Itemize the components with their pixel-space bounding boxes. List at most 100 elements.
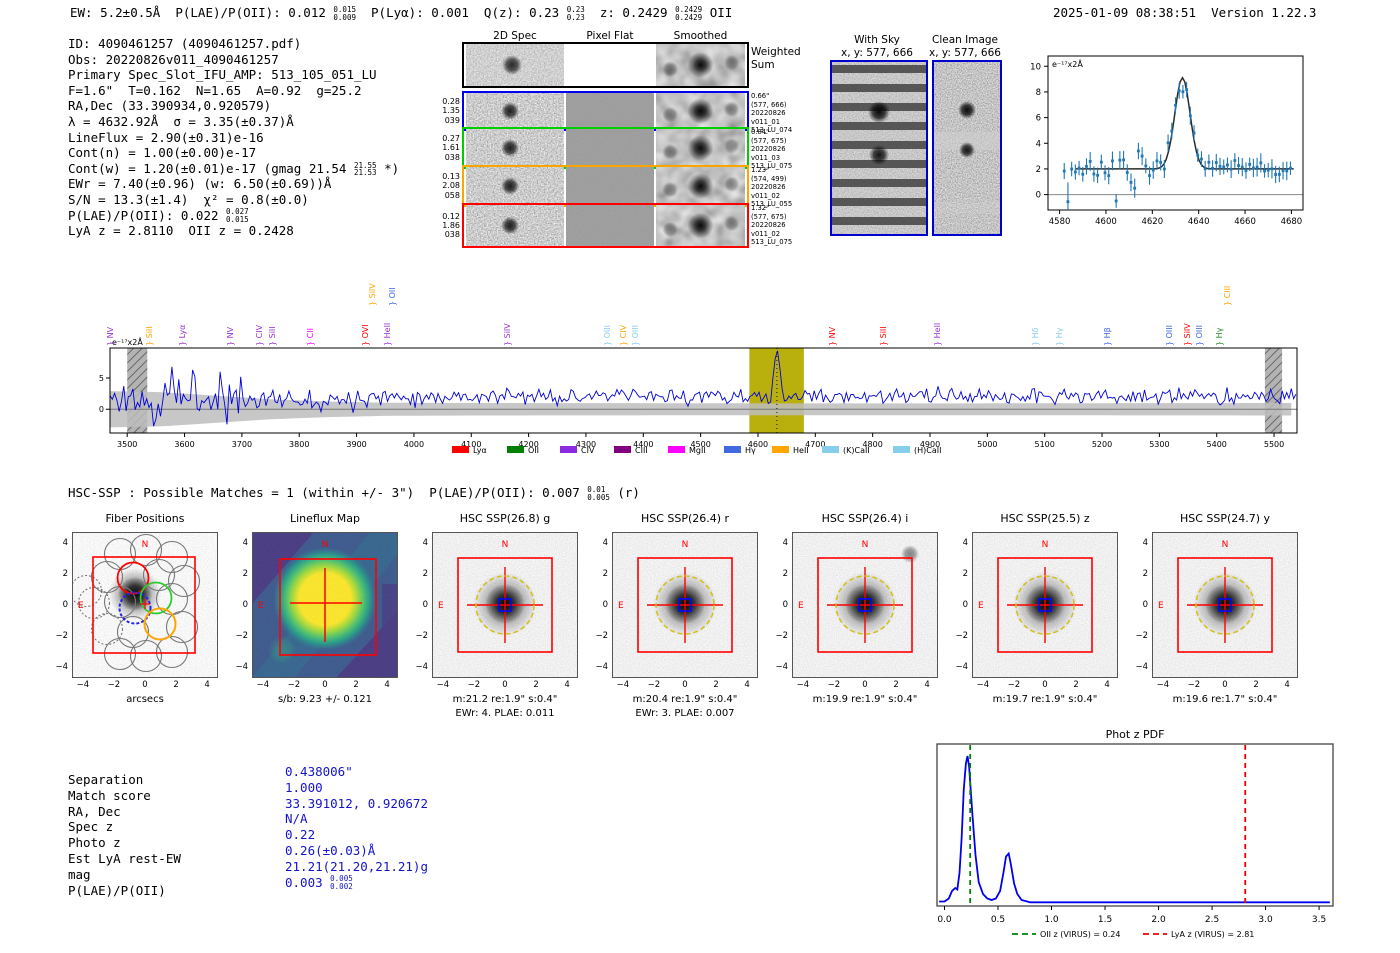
x-tick-label: 4 [744, 680, 750, 690]
svg-text:Hγ: Hγ [745, 446, 756, 455]
info-line-12: LyA z = 2.8110 OII z = 0.2428 [68, 223, 294, 239]
svg-text:} NV: } NV [226, 326, 235, 346]
svg-text:} SiII: } SiII [879, 326, 888, 346]
svg-text:} NV: } NV [106, 326, 115, 346]
svg-text:5000: 5000 [977, 440, 997, 449]
match-label: mag [68, 866, 91, 882]
y-tick-label: −4 [775, 662, 788, 673]
y-tick-label: −2 [415, 631, 428, 642]
svg-text:N: N [1042, 540, 1049, 550]
svg-text:3500: 3500 [117, 440, 137, 449]
x-tick-label: −4 [616, 680, 630, 690]
x-tick-label: −2 [1007, 680, 1021, 690]
svg-text:0: 0 [1036, 191, 1041, 201]
svg-text:4640: 4640 [1188, 217, 1210, 227]
match-value: 0.438006" [285, 764, 353, 779]
svg-text:(H)CaII: (H)CaII [914, 446, 941, 455]
svg-text:E: E [1158, 601, 1164, 611]
spec2d-row-right-labels: 1.32" (577, 675) 20220826 v011_02 513_LU_075 [751, 204, 813, 247]
pixelflat-image [566, 205, 654, 246]
svg-text:3800: 3800 [289, 440, 309, 449]
clean-image-title-line: Clean Image [931, 34, 999, 46]
x-tick-label: 2 [1073, 680, 1079, 690]
svg-text:4900: 4900 [920, 440, 940, 449]
right-label: (577, 675) [751, 136, 787, 145]
clean-image-subtitle: x, y: 577, 666 [929, 46, 1001, 59]
y-tick-label: −2 [55, 631, 68, 642]
right-label: Sum [751, 58, 775, 71]
svg-text:3.5: 3.5 [1312, 915, 1326, 925]
svg-text:} CIV: } CIV [255, 324, 264, 346]
spec2d-image [466, 205, 564, 246]
right-label: 513_LU_055 [751, 200, 793, 209]
x-tick-label: 4 [1104, 680, 1110, 690]
hsc-cutout-image: NE [612, 532, 758, 678]
hsc-cutout-image: NE [792, 532, 938, 678]
spec2d-column-title: Pixel Flat [586, 30, 634, 42]
match-label: Separation [68, 772, 144, 787]
x-tick-label: 0 [322, 680, 328, 690]
smoothed-image [656, 44, 745, 86]
svg-text:} SiIV: } SiIV [503, 323, 512, 346]
svg-text:N: N [502, 540, 509, 550]
svg-text:} CII: } CII [306, 328, 315, 346]
svg-text:OII: OII [528, 446, 539, 455]
svg-text:} HeII: } HeII [933, 323, 942, 346]
hsc-panel-caption: arcsecs [126, 694, 164, 705]
svg-text:N: N [322, 540, 329, 550]
svg-text:4500: 4500 [690, 440, 710, 449]
svg-text:Phot z PDF: Phot z PDF [1106, 728, 1165, 741]
svg-text:4: 4 [1036, 139, 1041, 149]
x-tick-label: 2 [173, 680, 179, 690]
right-label: v011_01 [751, 117, 781, 126]
x-tick-label: −2 [107, 680, 121, 690]
y-tick-label: 4 [62, 537, 68, 548]
hsc-cutout-image: NE [972, 532, 1118, 678]
svg-text:} HeII: } HeII [383, 323, 392, 346]
stacked-uncertainty: 21.55 21.53 [353, 160, 377, 178]
svg-text:} Hγ: } Hγ [1055, 327, 1064, 346]
y-tick-label: −2 [775, 631, 788, 642]
smoothed-image [656, 167, 745, 205]
y-tick-label: 2 [62, 568, 68, 579]
full-spectrum-svg: 3500 3600 3700 3800 3900 4000 4100 4200 4300 4400… [99, 283, 1298, 455]
svg-text:5200: 5200 [1092, 440, 1112, 449]
spec2d-image [466, 167, 564, 205]
pixelflat-image [566, 129, 654, 167]
svg-text:2.5: 2.5 [1205, 915, 1219, 925]
svg-text:} Hγ: } Hγ [1215, 327, 1224, 346]
spec2d-column-title: Smoothed [673, 30, 728, 42]
svg-text:} CIII: } CIII [1223, 286, 1232, 306]
svg-text:} SiIV: } SiIV [368, 283, 377, 306]
report-date: 2025-01-09 08:38:51 [1053, 5, 1196, 20]
spec2d-image [466, 129, 564, 167]
pixelflat-image [566, 93, 654, 129]
x-tick-label: −2 [287, 680, 301, 690]
y-tick-label: 4 [1142, 537, 1148, 548]
left-label: 1.61 [442, 143, 460, 153]
left-label: 1.35 [442, 106, 460, 116]
x-tick-label: 0 [142, 680, 148, 690]
svg-text:5400: 5400 [1207, 440, 1227, 449]
x-tick-label: −4 [976, 680, 990, 690]
svg-text:4600: 4600 [748, 440, 768, 449]
svg-text:LyA z (VIRUS) = 2.81: LyA z (VIRUS) = 2.81 [1171, 930, 1254, 939]
stacked-uncertainty: 0.23 0.23 [566, 4, 585, 22]
left-label: 0.28 [442, 97, 460, 106]
pixelflat-image [566, 44, 654, 86]
svg-text:3.0: 3.0 [1258, 915, 1273, 925]
match-table-labels: Separation Match score RA, Dec Spec z Photo … [68, 772, 181, 898]
svg-text:3600: 3600 [174, 440, 194, 449]
svg-text:HeII: HeII [793, 446, 809, 455]
hsc-panel-caption: m:20.4 re:1.9" s:0.4" [632, 694, 738, 705]
detection-info-block: ID: 4090461257 (4090461257.pdf) Obs: 2022… [68, 36, 399, 239]
stacked-uncertainty: 0.2429 0.2429 [675, 4, 703, 22]
match-table-values: 0.438006" 1.000 33.391012, 0.920672 N/A 0.22… [285, 764, 428, 891]
right-label: 20220826 [751, 183, 786, 192]
match-value: 33.391012, 0.920672 [285, 795, 428, 811]
y-tick-label: −4 [235, 662, 248, 673]
y-tick-label: 0 [242, 600, 248, 610]
svg-text:N: N [862, 540, 869, 550]
with-sky-title: With Sky x, y: 577, 666 [824, 34, 930, 59]
svg-text:} Hδ: } Hδ [1031, 327, 1040, 346]
